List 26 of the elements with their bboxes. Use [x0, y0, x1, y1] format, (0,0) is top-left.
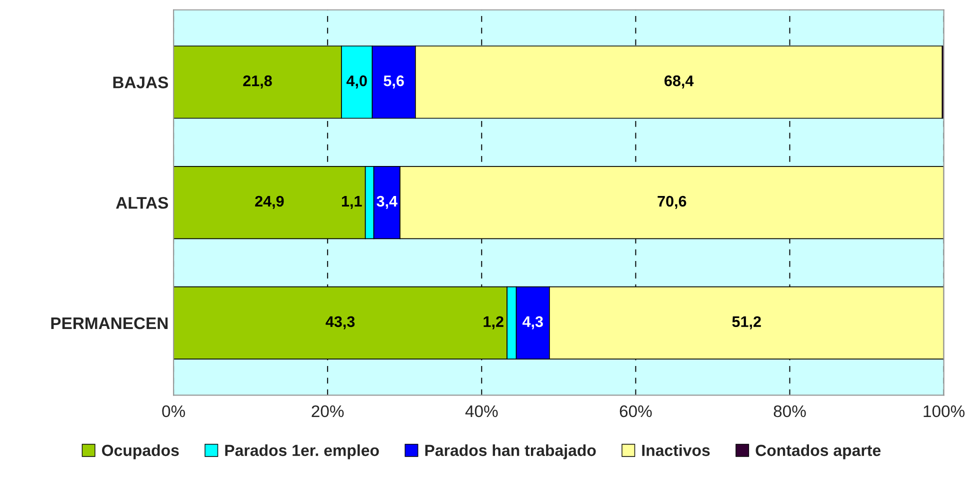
data-label: 51,2 — [732, 316, 761, 330]
x-tick-label: 40% — [465, 405, 498, 418]
data-label: 1,1 — [342, 196, 362, 209]
y-tick-label: BAJAS — [113, 76, 168, 88]
legend-label: Parados han trabajado — [425, 444, 596, 460]
data-label: 1,2 — [484, 316, 504, 330]
legend-label: Ocupados — [102, 444, 179, 460]
legend-label: Inactivos — [642, 444, 710, 456]
x-tick-label: 60% — [620, 405, 652, 418]
x-tick-label: 100% — [924, 405, 965, 418]
data-label: 3,4 — [376, 196, 398, 209]
data-label: 70,6 — [658, 196, 686, 209]
y-tick-label: PERMANECEN — [51, 317, 168, 330]
x-tick-label: 0% — [162, 405, 185, 418]
data-label: 5,6 — [384, 75, 404, 88]
legend-label: Parados 1er. empleo — [225, 444, 379, 460]
legend-label: Contados aparte — [756, 444, 881, 460]
x-tick-label: 20% — [312, 405, 344, 418]
y-tick-label: ALTAS — [116, 196, 168, 209]
data-label: 21,8 — [243, 75, 272, 88]
data-label: 4,0 — [346, 75, 367, 88]
data-label: 24,9 — [255, 196, 284, 209]
data-label: 4,3 — [522, 316, 543, 330]
data-label: 43,3 — [326, 316, 355, 330]
x-tick-label: 80% — [774, 405, 806, 418]
data-label: 68,4 — [664, 75, 694, 88]
